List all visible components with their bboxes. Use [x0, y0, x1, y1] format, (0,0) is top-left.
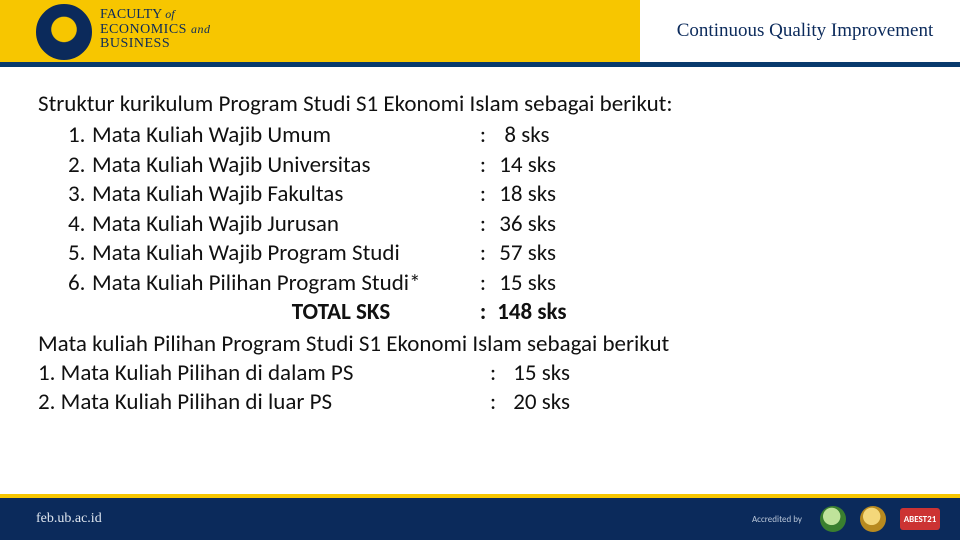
sub-item-label: 2. Mata Kuliah Pilihan di luar PS — [38, 388, 490, 417]
item-label: Mata Kuliah Wajib Program Studi — [92, 239, 472, 268]
list-item: 1. Mata Kuliah Wajib Umum : 8 sks — [38, 121, 922, 150]
economics-word: ECONOMICS — [100, 22, 187, 37]
item-label: Mata Kuliah Pilihan Program Studi* — [92, 269, 472, 298]
item-value: 18 sks — [494, 180, 556, 209]
colon: : — [472, 269, 494, 298]
item-number: 1. — [38, 121, 92, 150]
sub-list-item: 1. Mata Kuliah Pilihan di dalam PS : 15 … — [38, 359, 922, 388]
item-label: Mata Kuliah Wajib Umum — [92, 121, 472, 150]
accreditation-badge-icon — [820, 506, 846, 532]
total-value: 148 sks — [492, 298, 567, 327]
item-value: 36 sks — [494, 210, 556, 239]
list-item: 5. Mata Kuliah Wajib Program Studi : 57 … — [38, 239, 922, 268]
sub-intro-line: Mata kuliah Pilihan Program Studi S1 Eko… — [38, 330, 922, 359]
header: FACULTY of ECONOMICS and BUSINESS Contin… — [0, 0, 960, 68]
colon: : — [472, 239, 494, 268]
intro-line: Struktur kurikulum Program Studi S1 Ekon… — [38, 90, 922, 119]
colon: : — [472, 151, 494, 180]
item-number: 3. — [38, 180, 92, 209]
item-number: 6. — [38, 269, 92, 298]
faculty-title: FACULTY of ECONOMICS and BUSINESS — [100, 8, 210, 52]
abest21-badge-icon: ABEST21 — [900, 508, 940, 530]
colon: : — [472, 180, 494, 209]
sub-list-item: 2. Mata Kuliah Pilihan di luar PS : 20 s… — [38, 388, 922, 417]
item-number: 5. — [38, 239, 92, 268]
colon: : — [490, 359, 508, 388]
university-logo-icon — [36, 4, 92, 60]
faculty-of: of — [165, 7, 174, 21]
accreditation-badge-icon — [860, 506, 886, 532]
sub-item-label: 1. Mata Kuliah Pilihan di dalam PS — [38, 359, 490, 388]
list-item: 4. Mata Kuliah Wajib Jurusan : 36 sks — [38, 210, 922, 239]
footer-top-accent — [0, 494, 960, 498]
total-row: TOTAL SKS : 148 sks — [38, 298, 922, 327]
accreditation-label: Accredited by — [752, 514, 802, 525]
colon: : — [472, 210, 494, 239]
faculty-and: and — [191, 22, 211, 36]
content-area: Struktur kurikulum Program Studi S1 Ekon… — [38, 90, 922, 418]
sub-item-value: 20 sks — [508, 388, 570, 417]
faculty-word: FACULTY — [100, 7, 162, 22]
total-label: TOTAL SKS — [38, 298, 474, 327]
item-label: Mata Kuliah Wajib Universitas — [92, 151, 472, 180]
item-value: 15 sks — [494, 269, 556, 298]
list-item: 2. Mata Kuliah Wajib Universitas : 14 sk… — [38, 151, 922, 180]
item-value: 57 sks — [494, 239, 556, 268]
business-word: BUSINESS — [100, 37, 210, 52]
item-label: Mata Kuliah Wajib Jurusan — [92, 210, 472, 239]
header-tagline-panel: Continuous Quality Improvement — [640, 0, 960, 62]
colon: : — [472, 121, 494, 150]
footer: feb.ub.ac.id Accredited by ABEST21 — [0, 498, 960, 540]
list-item: 6. Mata Kuliah Pilihan Program Studi* : … — [38, 269, 922, 298]
item-value: 14 sks — [494, 151, 556, 180]
list-item: 3. Mata Kuliah Wajib Fakultas : 18 sks — [38, 180, 922, 209]
footer-right: Accredited by ABEST21 — [752, 506, 960, 532]
header-left-tab — [0, 0, 34, 62]
item-number: 2. — [38, 151, 92, 180]
colon: : — [474, 298, 492, 327]
item-label: Mata Kuliah Wajib Fakultas — [92, 180, 472, 209]
tagline-text: Continuous Quality Improvement — [677, 20, 933, 42]
colon: : — [490, 388, 508, 417]
footer-url: feb.ub.ac.id — [0, 511, 102, 527]
item-number: 4. — [38, 210, 92, 239]
header-underline — [0, 62, 960, 67]
item-value: 8 sks — [494, 121, 550, 150]
sub-item-value: 15 sks — [508, 359, 570, 388]
